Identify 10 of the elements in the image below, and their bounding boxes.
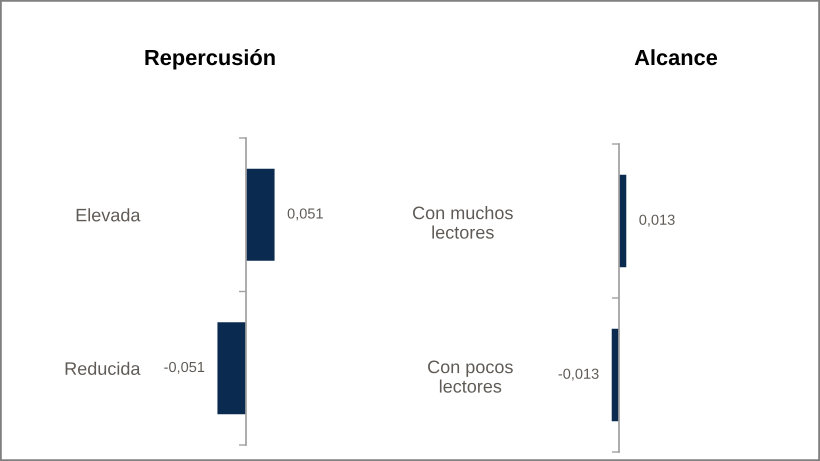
y-tick-label: Elevada [76,208,140,222]
y-tick-label: Reducida [66,362,140,375]
data-label: -0,013 [558,368,599,381]
data-label: -0,051 [164,362,204,374]
y-tick-label: Con muchos lectores [413,206,513,239]
chart-title: Repercusión [145,49,275,70]
text: Alcance [634,49,718,66]
data-label: 0,013 [639,214,675,227]
data-label: 0,051 [288,208,323,220]
y-tick-label: Con pocos lectores [428,360,513,393]
